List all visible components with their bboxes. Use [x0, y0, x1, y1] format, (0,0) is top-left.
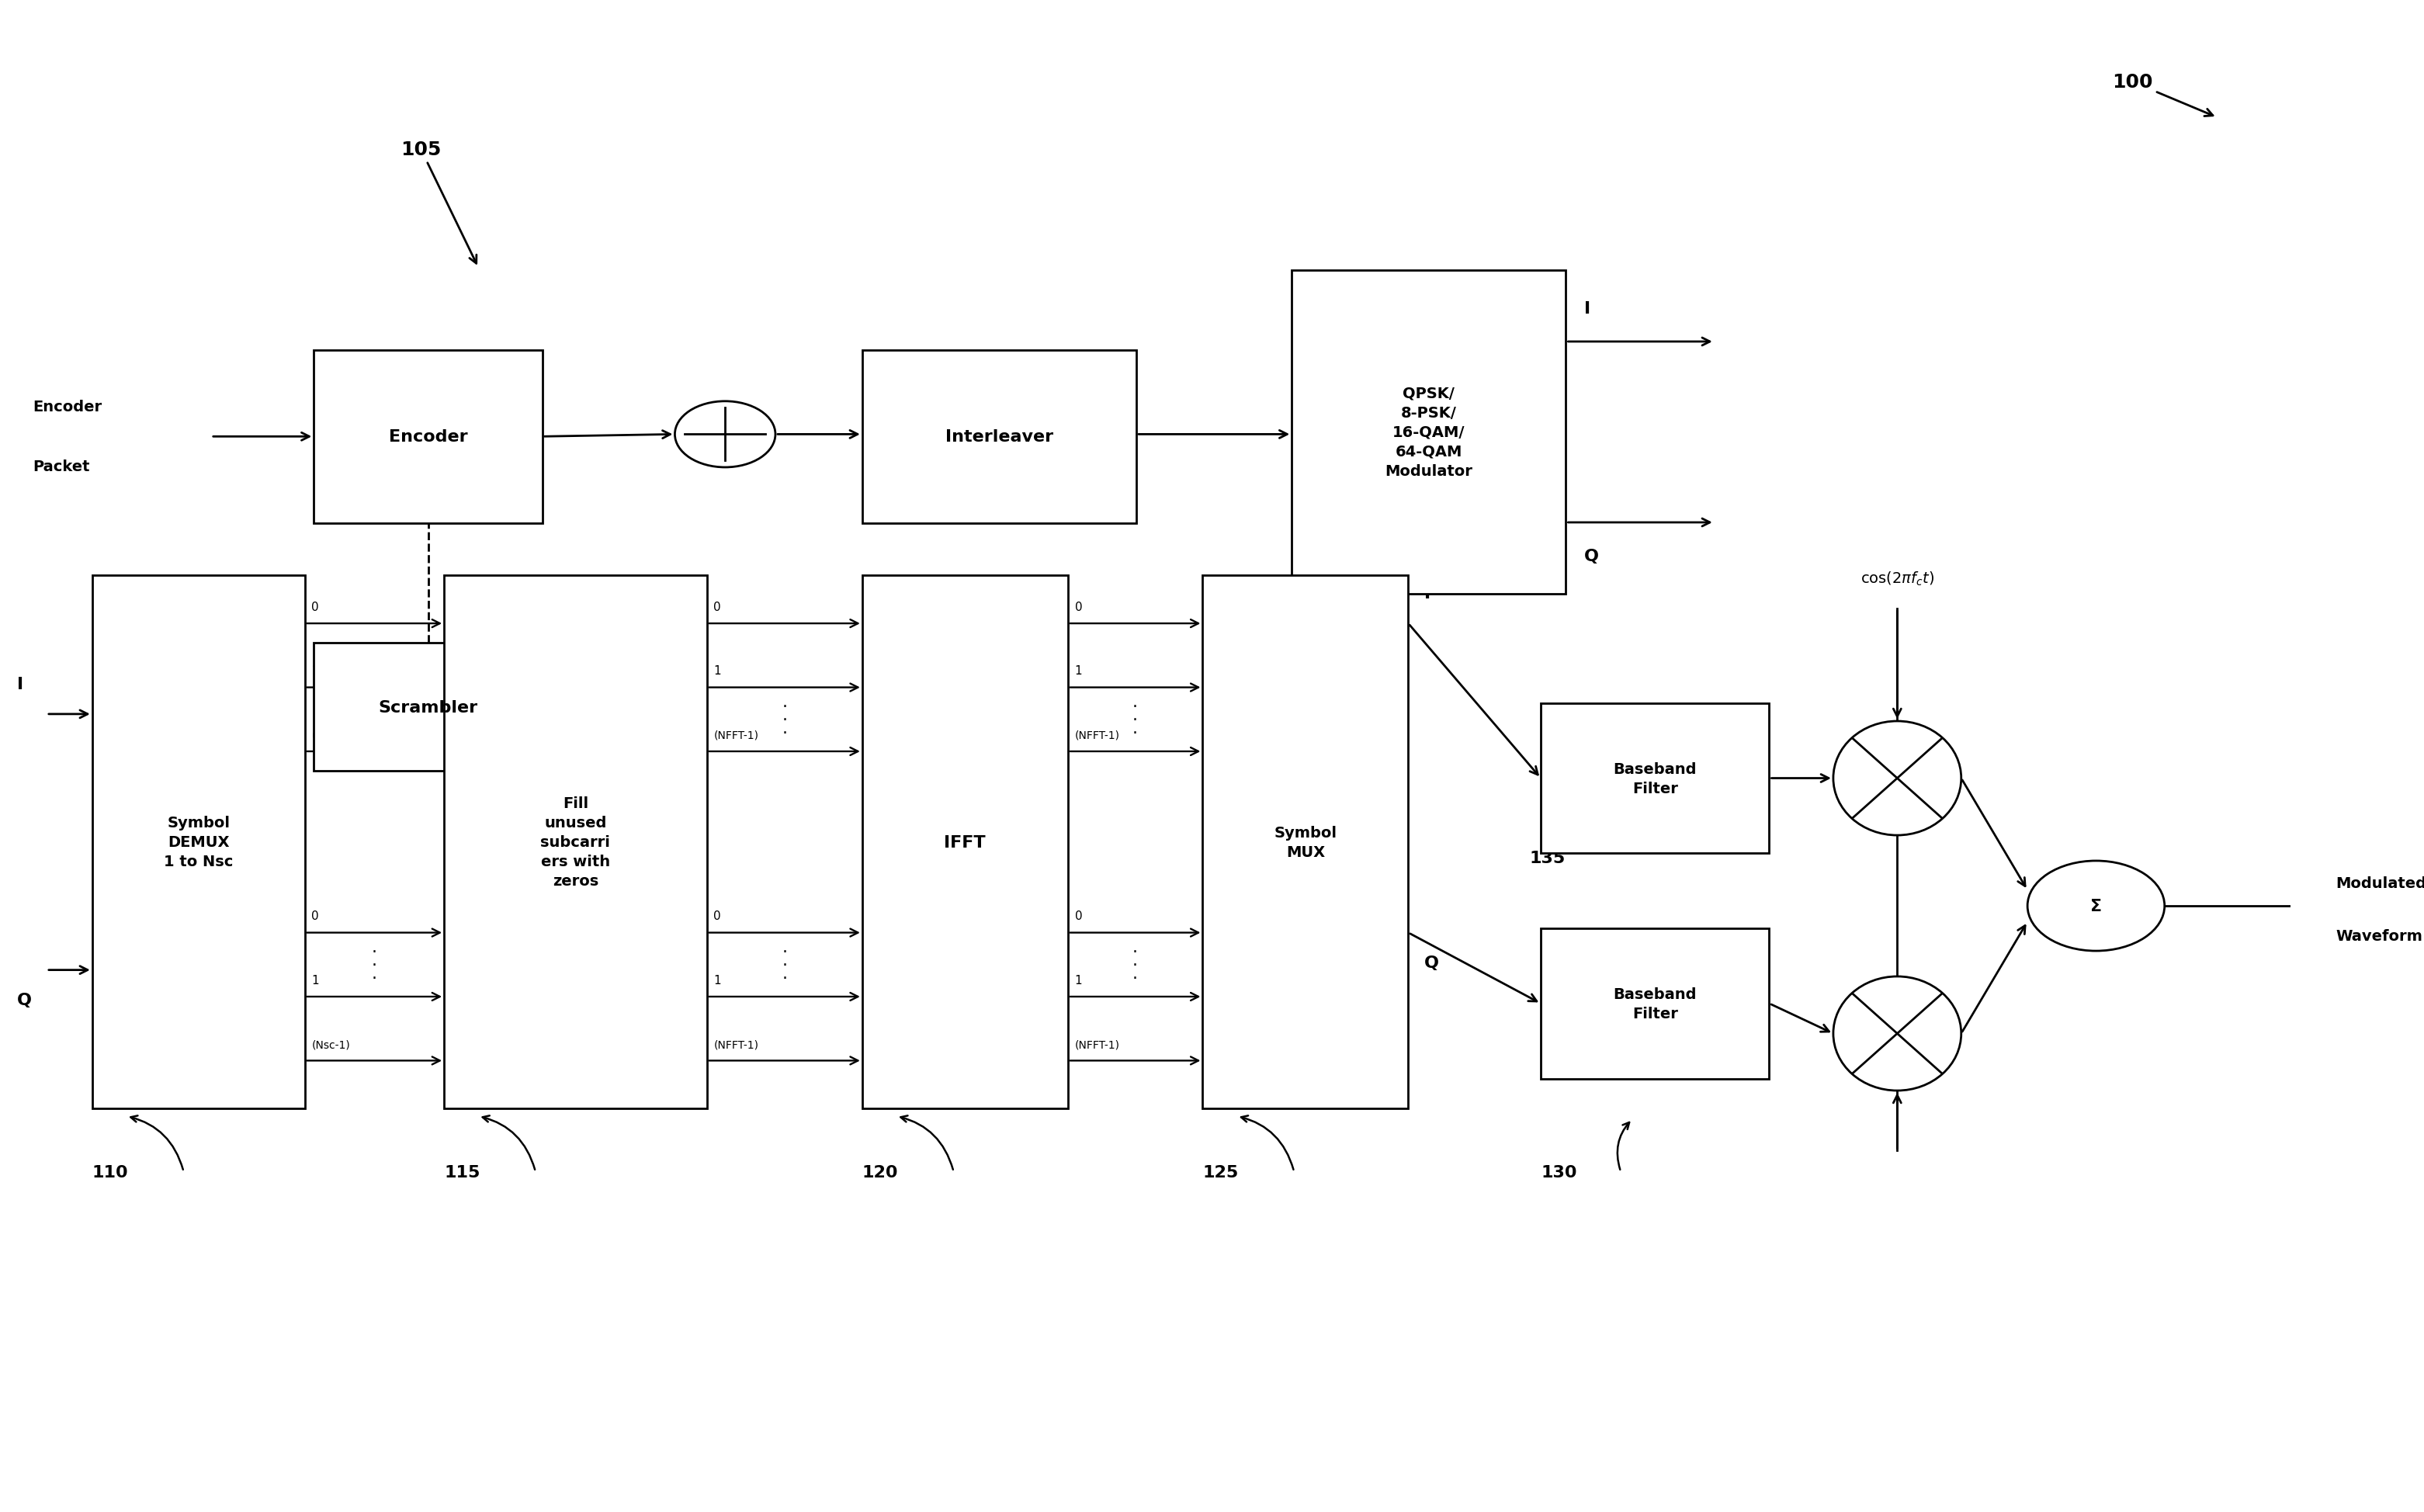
Text: 1: 1 — [313, 974, 320, 986]
Text: Fill
unused
subcarri
ers with
zeros: Fill unused subcarri ers with zeros — [541, 797, 611, 889]
Bar — [863, 351, 1137, 523]
Text: 135: 135 — [1530, 851, 1566, 866]
Text: Baseband
Filter: Baseband Filter — [1614, 987, 1697, 1021]
Text: 0: 0 — [313, 910, 320, 922]
Text: IFFT: IFFT — [945, 835, 987, 850]
Text: 0: 0 — [313, 600, 320, 612]
Circle shape — [674, 402, 776, 467]
Text: I: I — [1585, 301, 1590, 318]
Text: (NFFT-1): (NFFT-1) — [713, 1039, 759, 1049]
Bar — [92, 576, 305, 1108]
Text: Baseband
Filter: Baseband Filter — [1614, 762, 1697, 795]
Ellipse shape — [1833, 977, 1961, 1090]
Text: ·
·
·: · · · — [783, 699, 788, 741]
Text: $\mathrm{cos}(2\pi f_c t)$: $\mathrm{cos}(2\pi f_c t)$ — [1859, 570, 1934, 588]
Text: 125: 125 — [1202, 1164, 1239, 1179]
Text: 1: 1 — [713, 974, 722, 986]
Text: 110: 110 — [92, 1164, 128, 1179]
Text: Q: Q — [1585, 549, 1600, 564]
Text: Modulated: Modulated — [2337, 877, 2424, 891]
Text: 1: 1 — [1074, 665, 1081, 676]
Text: (NFFT-1): (NFFT-1) — [1074, 1039, 1120, 1049]
Text: I: I — [1425, 587, 1430, 602]
Bar — [1542, 928, 1770, 1078]
Text: Packet: Packet — [34, 460, 90, 475]
Text: 130: 130 — [1542, 1164, 1578, 1179]
Bar — [313, 351, 543, 523]
Text: Q: Q — [1425, 956, 1440, 971]
Text: (Nsc-1): (Nsc-1) — [313, 730, 349, 741]
Text: Encoder: Encoder — [34, 399, 102, 414]
Bar — [313, 644, 543, 771]
Bar — [1542, 703, 1770, 854]
Text: (NFFT-1): (NFFT-1) — [1074, 730, 1120, 741]
Bar — [863, 576, 1069, 1108]
Text: 1: 1 — [1074, 974, 1081, 986]
Text: (NFFT-1): (NFFT-1) — [713, 730, 759, 741]
Text: ·
·
·: · · · — [1132, 943, 1137, 986]
Text: Σ: Σ — [2089, 898, 2102, 913]
Text: 120: 120 — [863, 1164, 899, 1179]
Text: I: I — [17, 677, 24, 692]
Text: 0: 0 — [713, 600, 722, 612]
Text: Scrambler: Scrambler — [378, 700, 478, 715]
Bar — [444, 576, 708, 1108]
Bar — [1202, 576, 1408, 1108]
Ellipse shape — [1833, 721, 1961, 836]
Text: (Nsc-1): (Nsc-1) — [313, 1039, 349, 1049]
Text: 115: 115 — [444, 1164, 480, 1179]
Text: ·
·
·: · · · — [371, 699, 378, 741]
Text: 1: 1 — [713, 665, 722, 676]
Text: 0: 0 — [1074, 910, 1081, 922]
Text: Encoder: Encoder — [388, 429, 468, 445]
Text: 105: 105 — [400, 141, 478, 265]
Bar — [1292, 271, 1566, 594]
Text: 1: 1 — [313, 665, 320, 676]
Text: ·
·
·: · · · — [371, 943, 378, 986]
Text: QPSK/
8-PSK/
16-QAM/
64-QAM
Modulator: QPSK/ 8-PSK/ 16-QAM/ 64-QAM Modulator — [1384, 387, 1474, 479]
Text: Q: Q — [17, 992, 32, 1009]
Text: Interleaver: Interleaver — [945, 429, 1054, 445]
Text: ·
·
·: · · · — [783, 943, 788, 986]
Text: 0: 0 — [1074, 600, 1081, 612]
Circle shape — [2026, 862, 2165, 951]
Text: 0: 0 — [713, 910, 722, 922]
Text: Waveform: Waveform — [2337, 928, 2422, 943]
Text: ·
·
·: · · · — [1132, 699, 1137, 741]
Text: Symbol
MUX: Symbol MUX — [1275, 826, 1338, 859]
Text: 100: 100 — [2111, 73, 2213, 116]
Text: Symbol
DEMUX
1 to Nsc: Symbol DEMUX 1 to Nsc — [165, 815, 233, 869]
